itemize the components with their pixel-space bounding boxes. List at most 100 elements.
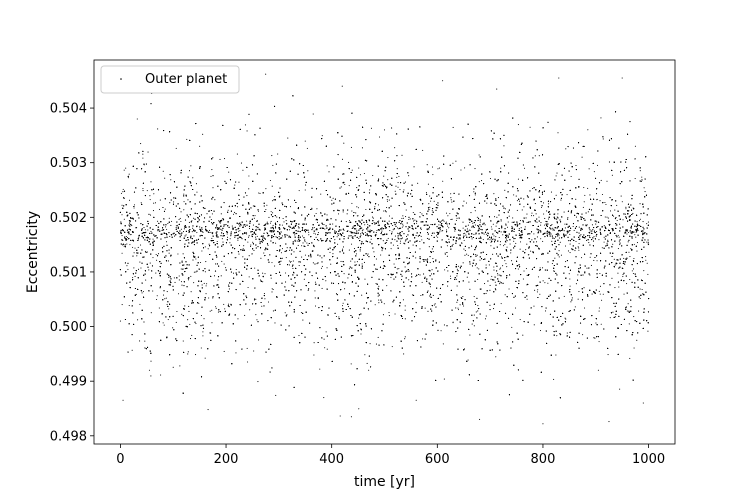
data-point [448,227,450,229]
data-point [575,240,577,243]
data-point [223,303,225,305]
data-point [156,298,158,301]
data-point [634,234,636,236]
data-point [506,246,508,248]
data-point [614,209,616,211]
data-point [534,289,536,291]
data-point [304,140,306,142]
data-point [418,273,420,276]
data-point [137,319,139,321]
data-point [444,253,446,255]
data-point [393,263,395,265]
data-point [641,176,643,178]
data-point [428,203,430,205]
data-point [479,418,481,420]
data-point [639,297,641,299]
data-point [633,316,635,318]
data-point [578,226,580,228]
data-point [129,226,131,228]
data-point [242,169,244,171]
data-point [256,235,258,237]
data-point [450,197,452,199]
data-point [577,246,579,248]
data-point [253,350,255,352]
data-point [195,183,197,185]
data-point [400,227,402,229]
data-point [555,194,557,196]
data-point [545,220,547,223]
data-point [237,318,239,320]
data-point [533,233,535,235]
data-point [345,192,347,194]
data-point [256,319,258,321]
data-point [362,233,365,235]
data-point [281,257,283,259]
data-point [306,242,308,244]
data-point [468,281,470,283]
data-point [645,256,647,258]
data-point [548,203,550,205]
data-point [146,251,148,253]
data-point [298,190,300,192]
data-point [150,375,152,377]
data-point [544,217,546,220]
data-point [369,232,371,234]
data-point [465,202,468,204]
data-point [252,241,254,243]
data-point [135,293,137,295]
data-point [474,194,476,196]
data-point [159,287,161,289]
data-point [206,283,208,285]
data-point [247,236,250,238]
data-point [234,257,236,259]
data-point [500,219,502,221]
data-point [166,291,168,293]
data-point [399,240,402,242]
data-point [381,230,383,232]
data-point [485,315,487,317]
data-point [618,286,620,288]
data-point [350,416,352,418]
data-point [634,145,636,147]
data-point [265,73,267,75]
data-point [488,264,490,266]
data-point [482,239,484,241]
data-point [386,199,388,201]
data-point [622,274,624,276]
data-point [451,201,453,203]
data-point [332,197,334,199]
data-point [399,242,401,244]
data-point [164,208,166,210]
data-point [240,237,242,239]
data-point [478,154,480,156]
data-point [424,258,426,261]
data-point [504,294,506,296]
data-point [455,307,457,309]
data-point [609,210,612,212]
data-point [139,261,141,263]
data-point [408,279,410,281]
data-point [526,213,528,215]
data-point [185,234,187,236]
data-point [136,118,138,120]
data-point [358,317,360,319]
data-point [626,283,628,285]
data-point [389,229,391,232]
data-point [346,213,348,215]
data-point [325,233,327,235]
data-point [647,273,649,275]
data-point [564,245,567,247]
data-point [598,307,600,309]
data-point [532,188,534,190]
data-point [342,246,345,248]
data-point [538,155,540,157]
data-point [539,293,541,295]
data-point [564,317,566,319]
data-point [412,211,414,214]
data-point [542,202,545,204]
data-point [452,243,454,245]
data-point [510,252,512,254]
data-point [166,228,168,230]
data-point [120,192,123,194]
